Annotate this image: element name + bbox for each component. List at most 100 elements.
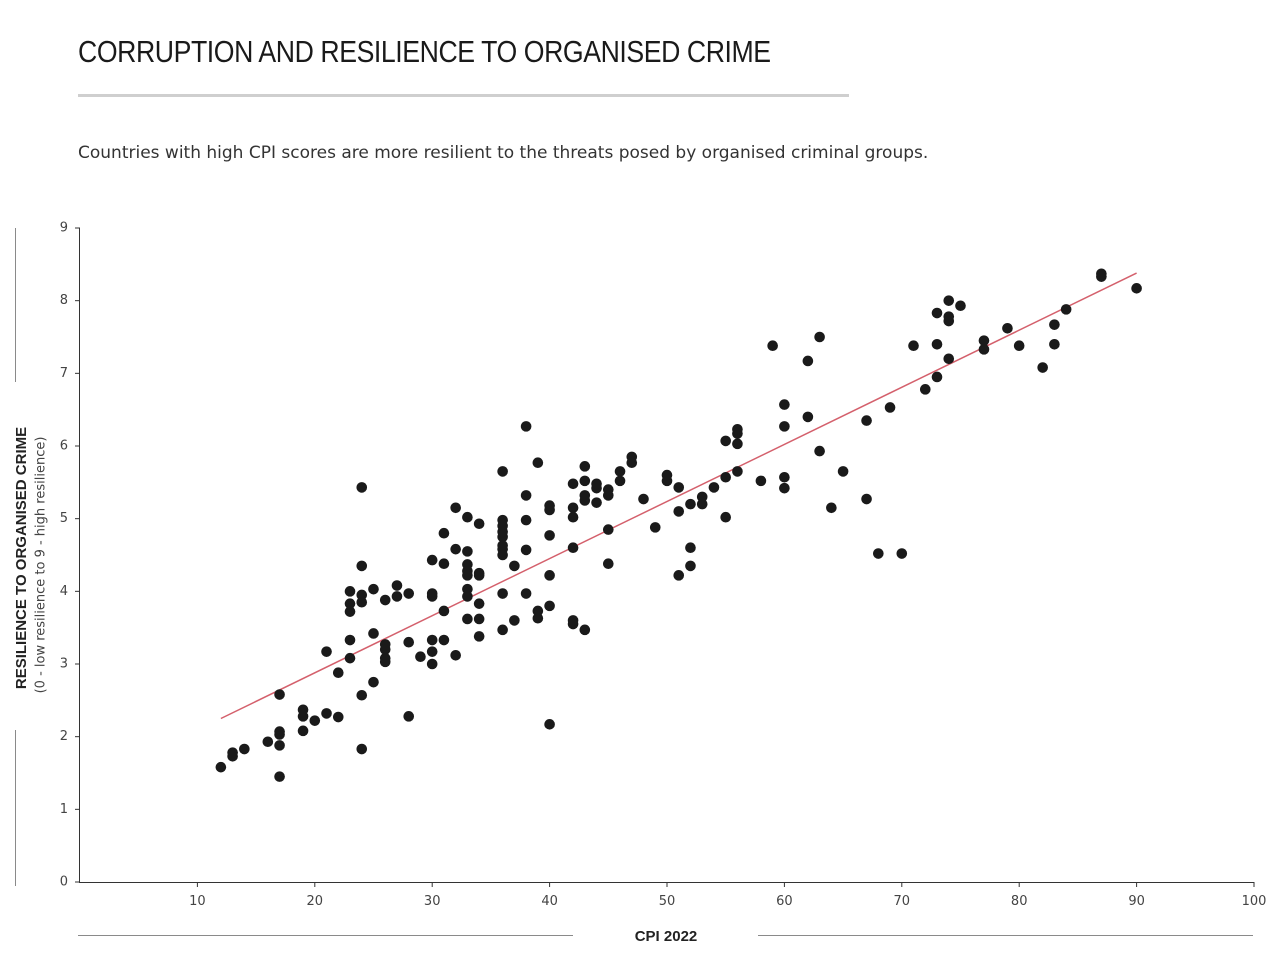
data-point: [344, 598, 356, 609]
x-tick-label: 70: [894, 894, 911, 909]
data-point: [567, 478, 579, 490]
data-point: [426, 634, 438, 646]
data-point: [779, 482, 790, 494]
data-point: [462, 511, 473, 523]
data-point: [1096, 268, 1107, 280]
data-point: [462, 591, 473, 602]
data-point: [673, 506, 685, 517]
data-point: [344, 586, 356, 597]
data-point: [1013, 340, 1025, 352]
data-point: [426, 658, 438, 670]
data-point: [532, 457, 544, 469]
data-point: [931, 371, 943, 383]
data-point: [931, 307, 943, 319]
data-point: [497, 540, 508, 551]
data-point: [497, 514, 508, 526]
data-point: [896, 548, 908, 559]
data-point: [368, 583, 379, 595]
data-point: [603, 484, 614, 495]
data-point: [473, 613, 485, 625]
data-point: [884, 402, 896, 413]
data-point: [520, 421, 532, 432]
chart-title: CORRUPTION AND RESILIENCE TO ORGANISED C…: [78, 34, 771, 69]
data-point: [473, 518, 485, 530]
chart-subtitle: Countries with high CPI scores are more …: [78, 143, 929, 163]
data-point: [520, 514, 532, 526]
data-point: [274, 726, 285, 737]
data-point: [544, 570, 555, 581]
y-ticks: 0 1 2 3 4 5 6 7 8 9: [60, 221, 80, 890]
data-point: [344, 606, 356, 617]
data-point: [532, 612, 544, 624]
data-point: [567, 542, 579, 554]
data-point: [1131, 283, 1142, 294]
data-point: [673, 570, 685, 581]
data-point: [544, 500, 555, 511]
data-point: [685, 498, 696, 510]
x-tick-label: 20: [307, 894, 324, 909]
data-point: [356, 596, 368, 608]
data-point: [779, 471, 790, 483]
data-point: [732, 466, 743, 477]
data-point: [861, 415, 872, 426]
data-point: [1002, 322, 1013, 334]
data-point: [814, 331, 825, 343]
y-tick-label: 1: [60, 802, 68, 817]
data-point: [450, 502, 461, 514]
data-point: [603, 524, 614, 535]
data-point: [779, 421, 790, 432]
data-point: [509, 615, 520, 626]
data-point: [779, 399, 790, 410]
data-point: [391, 591, 403, 602]
data-point: [873, 548, 884, 559]
data-point: [309, 715, 321, 726]
data-point: [356, 560, 368, 572]
y-tick-label: 6: [60, 439, 68, 454]
data-point: [708, 482, 720, 493]
x-ticks: 10 20 30 40 50 60 70 80 90 100: [189, 882, 1266, 909]
data-point: [802, 355, 814, 367]
data-point: [567, 615, 579, 626]
data-point: [274, 740, 285, 751]
data-point: [579, 624, 591, 636]
x-tick-label: 30: [424, 894, 441, 909]
data-point: [931, 338, 943, 350]
data-point: [544, 719, 555, 730]
data-point: [450, 543, 461, 555]
data-point: [462, 559, 473, 570]
data-point: [614, 466, 626, 477]
data-point: [544, 530, 555, 541]
data-point: [755, 475, 767, 487]
data-point: [426, 646, 438, 657]
y-tick-label: 3: [60, 657, 68, 672]
data-point: [826, 502, 837, 514]
x-tick-label: 10: [189, 894, 206, 909]
data-point: [720, 435, 731, 447]
data-point: [837, 466, 849, 477]
data-point: [649, 522, 661, 533]
data-point: [262, 736, 274, 748]
data-point: [356, 689, 368, 701]
data-point: [509, 560, 520, 572]
data-point: [426, 588, 438, 599]
data-point: [239, 743, 250, 755]
x-tick-label: 50: [659, 894, 676, 909]
data-point: [567, 502, 579, 514]
x-axis-title: CPI 2022: [635, 928, 698, 945]
data-point: [520, 490, 532, 501]
data-point: [1060, 304, 1072, 315]
data-point: [379, 652, 391, 664]
y-tick-label: 4: [60, 584, 68, 599]
data-point: [544, 600, 555, 612]
data-point: [732, 438, 743, 450]
data-point: [520, 588, 532, 599]
y-tick-label: 8: [60, 293, 68, 308]
data-point: [297, 725, 309, 737]
data-point: [379, 639, 391, 650]
data-point: [415, 651, 426, 663]
data-point: [473, 567, 485, 579]
data-point: [462, 546, 473, 557]
data-point: [720, 471, 731, 483]
data-point: [673, 482, 685, 493]
